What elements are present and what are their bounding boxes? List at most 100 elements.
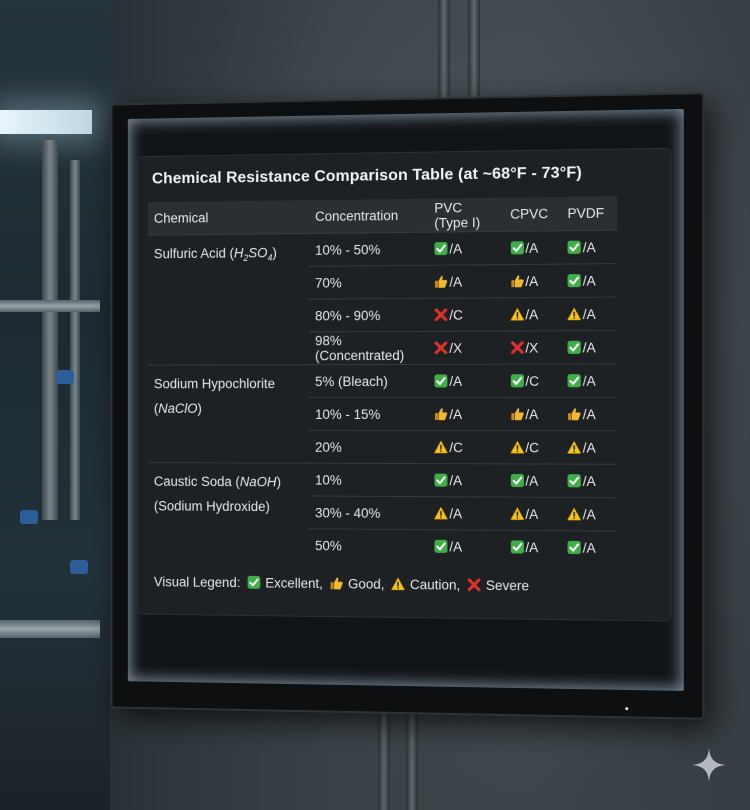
chemical-alt-name: (Sodium Hydroxide) [154, 499, 270, 515]
concentration-cell: 98% (Concentrated) [309, 331, 428, 364]
rating-pvdf: /A [561, 330, 617, 364]
rating-pvc: /C [428, 431, 504, 464]
thumbs-up-icon [329, 576, 343, 590]
column-header-pvdf: PVDF [561, 196, 617, 231]
check-icon [567, 540, 581, 554]
mount-rod [378, 700, 390, 810]
check-icon [567, 340, 581, 354]
rating-grade: /A [449, 473, 462, 488]
rating-grade: /A [449, 373, 462, 388]
background-valve [20, 510, 38, 524]
chemical-formula: H2SO4 [234, 245, 272, 260]
legend-good: Good, [344, 576, 384, 591]
cross-icon [467, 578, 481, 592]
rating-pvdf: /A [561, 497, 617, 531]
concentration-cell: 10% - 15% [309, 397, 428, 430]
thumbs-up-icon [510, 273, 524, 287]
rating-pvdf: /A [561, 264, 617, 298]
check-icon [434, 539, 448, 553]
concentration-cell: 80% - 90% [309, 298, 428, 332]
rating-pvdf: /A [561, 464, 617, 498]
legend-prefix: Visual Legend: [154, 574, 240, 590]
rating-grade: /A [449, 274, 462, 289]
rating-grade: /A [525, 307, 538, 322]
cross-icon [510, 340, 524, 354]
background-pipe [42, 140, 58, 520]
rating-grade: /A [525, 540, 538, 555]
rating-grade: /A [525, 473, 538, 488]
concentration-cell: 5% (Bleach) [309, 364, 428, 397]
check-icon [567, 240, 581, 254]
power-indicator [625, 707, 628, 710]
chemical-cell: Caustic Soda (NaOH) (Sodium Hydroxide) [148, 463, 309, 562]
thumbs-up-icon [510, 407, 524, 421]
concentration-cell: 20% [309, 430, 428, 463]
mount-rod [468, 0, 480, 100]
background-pipe [70, 160, 80, 520]
legend-severe: Severe [482, 578, 529, 594]
rating-cpvc: /A [504, 297, 561, 331]
table-row: Sulfuric Acid (H2SO4) 10% - 50%/A/A/A [148, 230, 617, 268]
column-header-concentration: Concentration [309, 199, 428, 234]
rating-pvc: /A [428, 464, 504, 497]
rating-cpvc: /A [504, 231, 561, 265]
rating-grade: /A [583, 540, 596, 555]
rating-pvdf: /A [561, 397, 617, 430]
warning-icon [510, 307, 524, 321]
warning-icon [567, 440, 581, 454]
chemical-formula: NaOH [240, 474, 277, 489]
rating-pvc: /A [428, 530, 504, 563]
rating-grade: /C [449, 307, 463, 322]
check-icon [434, 473, 448, 487]
rating-pvc: /A [428, 265, 504, 299]
concentration-cell: 10% [309, 463, 428, 496]
thumbs-up-icon [567, 407, 581, 421]
check-icon [510, 240, 524, 254]
rating-cpvc: /A [504, 530, 561, 563]
resistance-table: Chemical Concentration PVC (Type I) CPVC… [148, 196, 617, 564]
table-header-row: Chemical Concentration PVC (Type I) CPVC… [148, 196, 617, 235]
check-icon [567, 473, 581, 487]
warning-icon [434, 506, 448, 520]
chemical-close: ) [197, 401, 201, 416]
warning-icon [567, 306, 581, 320]
rating-grade: /A [583, 473, 596, 488]
rating-cpvc: /A [504, 264, 561, 298]
rating-pvc: /A [428, 397, 504, 430]
background-valve [56, 370, 74, 384]
table-card: Chemical Resistance Comparison Table (at… [137, 148, 671, 622]
rating-pvdf: /A [561, 364, 617, 397]
column-header-chemical: Chemical [148, 200, 309, 235]
rating-pvdf: /A [561, 230, 617, 264]
rating-cpvc: /C [504, 431, 561, 464]
concentration-cell: 10% - 50% [309, 232, 428, 266]
mount-rod [438, 0, 450, 100]
concentration-cell: 50% [309, 529, 428, 562]
rating-grade: /C [525, 440, 539, 455]
warning-icon [567, 507, 581, 521]
rating-grade: /A [583, 306, 596, 321]
legend-caution: Caution, [406, 577, 460, 593]
rating-grade: /A [449, 506, 462, 521]
rating-pvdf: /A [561, 297, 617, 331]
legend-excellent: Excellent, [262, 575, 323, 591]
rating-grade: /A [525, 407, 538, 422]
rating-grade: /C [449, 440, 463, 455]
check-icon [510, 539, 524, 553]
rating-cpvc: /A [504, 397, 561, 430]
check-icon [510, 473, 524, 487]
column-header-pvc: PVC (Type I) [428, 198, 504, 233]
rating-grade: /A [583, 273, 596, 288]
rating-pvc: /C [428, 298, 504, 332]
rating-grade: /X [449, 340, 462, 355]
cross-icon [434, 307, 448, 321]
chemical-cell: Sulfuric Acid (H2SO4) [148, 234, 309, 366]
check-icon [567, 373, 581, 387]
rating-cpvc: /A [504, 464, 561, 498]
rating-grade: /X [525, 340, 538, 355]
page-title: Chemical Resistance Comparison Table (at… [152, 164, 582, 188]
rating-grade: /A [583, 340, 596, 355]
chemical-cell: Sodium Hypochlorite (NaClO) [148, 365, 309, 463]
background-pipe [0, 300, 100, 312]
rating-cpvc: /X [504, 331, 561, 364]
